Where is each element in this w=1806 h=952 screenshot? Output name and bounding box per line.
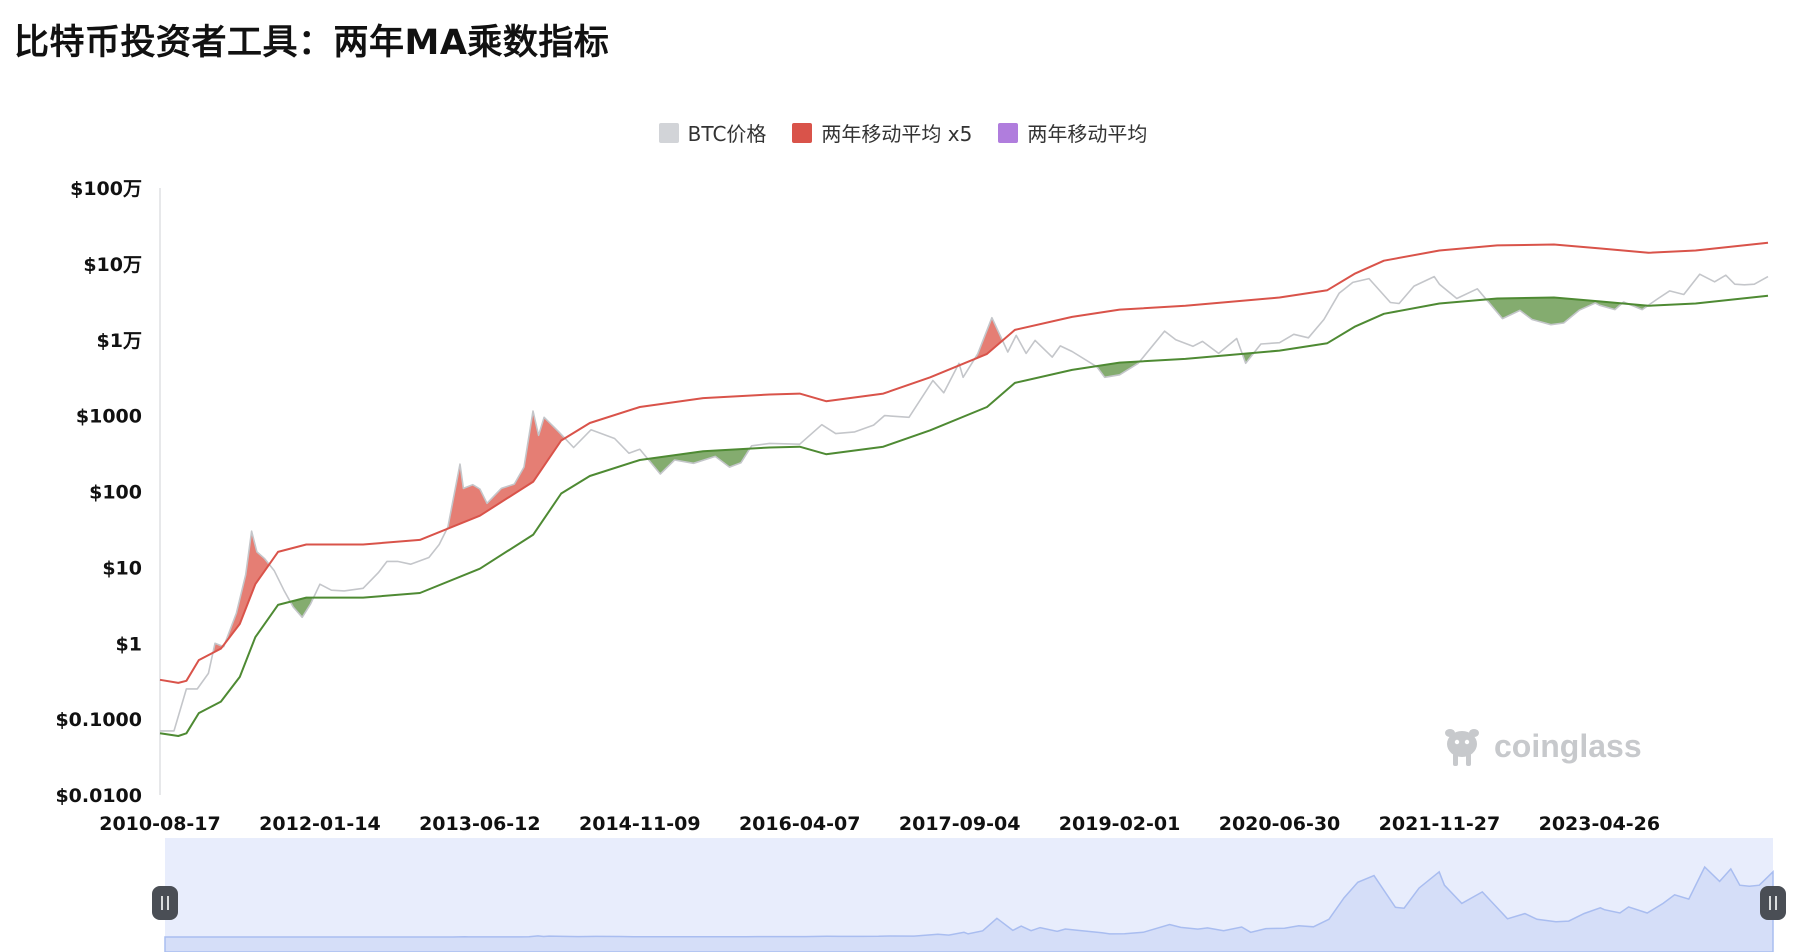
axes: $0.0100 $0.1000 $1 $10 $100 $1000 $1万 $10万 $100万… [55,178,1660,835]
series-line-btc-price [160,273,1769,732]
x-tick-label: 2021-11-27 [1379,813,1501,835]
y-tick-label: $1万 [97,330,142,352]
legend-label-ma2y: 两年移动平均 [1027,122,1148,146]
sell-zone-area [447,413,564,529]
navigator-handle-right[interactable] [1760,886,1786,920]
legend-swatch-ma2y [998,122,1019,143]
legend-item-btc-price[interactable]: BTC价格 [658,118,767,147]
y-tick-label: $100 [89,482,142,504]
buy-zone-area [1487,297,1622,325]
navigator-handle-left[interactable] [152,886,178,920]
y-tick-label: $1000 [76,406,142,428]
coinglass-logo-icon [1445,729,1479,766]
series-lines [159,241,1769,737]
buy-zone-area [290,597,312,617]
legend-item-ma2y[interactable]: 两年移动平均 [998,118,1147,147]
x-tick-label: 2019-02-01 [1059,813,1181,835]
y-tick-label: $0.0100 [55,785,142,807]
chart-legend: BTC价格 两年移动平均 x5 两年移动平均 [0,118,1806,147]
y-tick-label: $100万 [70,178,142,200]
legend-label-btc-price: BTC价格 [687,122,767,146]
x-tick-label: 2016-04-07 [739,813,861,835]
y-tick-label: $1 [116,633,142,655]
y-tick-label: $0.1000 [55,709,142,731]
sell-zone-area [974,319,1002,359]
x-tick-label: 2014-11-09 [579,813,701,835]
x-tick-label: 2023-04-26 [1539,813,1661,835]
legend-swatch-ma2y-x5 [792,122,813,143]
watermark-text: coinglass [1494,727,1642,764]
x-tick-label: 2017-09-04 [899,813,1021,835]
legend-item-ma2y-x5[interactable]: 两年移动平均 x5 [792,118,972,147]
page-title: 比特币投资者工具：两年MA乘数指标 [14,23,610,63]
x-tick-label: 2020-06-30 [1219,813,1341,835]
series-line-ma2y [159,294,1769,737]
x-tick-label: 2013-06-12 [419,813,541,835]
y-tick-label: $10万 [83,254,142,276]
y-tick-label: $10 [102,557,142,579]
watermark: coinglass [1440,722,1642,770]
navigator[interactable] [152,838,1786,952]
fill-layers [213,297,1647,653]
x-tick-label: 2010-08-17 [99,813,221,835]
series-line-ma2y-x5 [159,241,1769,684]
navigator-area [164,865,1774,952]
x-tick-label: 2012-01-14 [259,813,381,835]
sell-zone-area [226,534,269,642]
legend-swatch-btc-price [658,122,679,143]
legend-label-ma2y-x5: 两年移动平均 x5 [821,122,973,146]
